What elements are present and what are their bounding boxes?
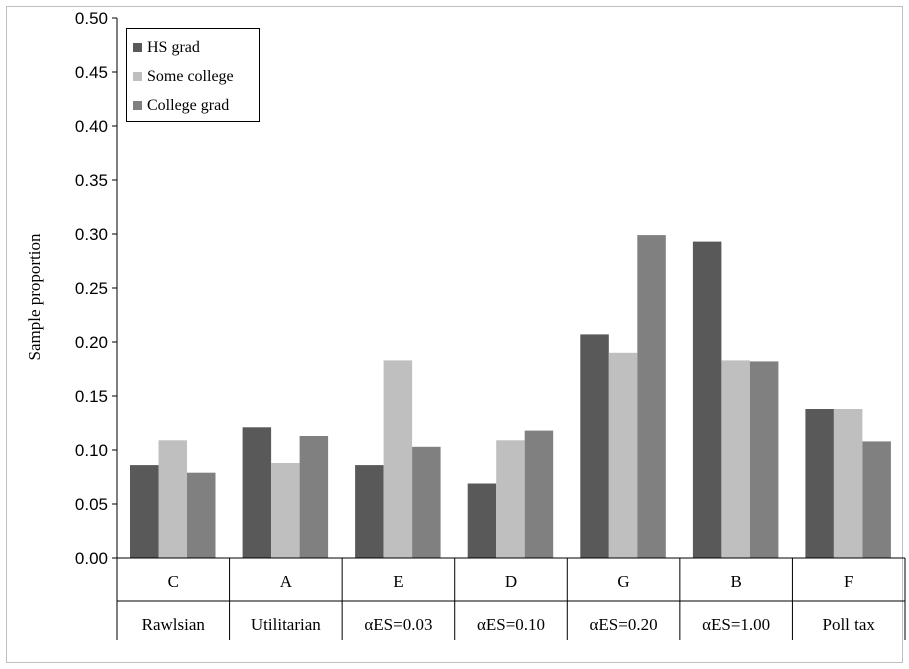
bar-B-series-0 bbox=[692, 241, 722, 558]
y-tick-label: 0.40 bbox=[75, 117, 108, 136]
x-category-letter: B bbox=[730, 572, 741, 591]
chart-frame bbox=[6, 6, 903, 663]
y-tick-label: 0.25 bbox=[75, 279, 108, 298]
legend-swatch-some-college bbox=[133, 72, 142, 81]
bar-C-series-2 bbox=[187, 472, 216, 558]
bar-G-series-1 bbox=[608, 352, 638, 558]
x-category-name: αES=0.10 bbox=[477, 615, 545, 634]
legend-item-hs-grad: HS grad bbox=[133, 33, 259, 62]
y-axis-label: Sample proportion bbox=[25, 233, 44, 361]
x-category-name: αES=0.03 bbox=[364, 615, 432, 634]
axis-layer: 0.00 0.05 0.10 0.15 0.20 0.25 0.30 0.35 0.40 0.45… bbox=[75, 9, 906, 640]
x-category-name: Utilitarian bbox=[251, 615, 321, 634]
legend-label: HS grad bbox=[147, 38, 200, 56]
legend-swatch-college-grad bbox=[133, 101, 142, 110]
bar-F-series-1 bbox=[833, 409, 863, 558]
x-category-name: αES=1.00 bbox=[702, 615, 770, 634]
y-tick-label: 0.15 bbox=[75, 387, 108, 406]
bar-B-series-2 bbox=[749, 361, 779, 558]
x-category-letter: G bbox=[617, 572, 629, 591]
bar-G-series-2 bbox=[637, 235, 666, 558]
bar-E-series-1 bbox=[383, 360, 413, 558]
y-tick-label: 0.50 bbox=[75, 9, 108, 28]
legend-item-some-college: Some college bbox=[133, 62, 259, 91]
y-tick-label: 0.10 bbox=[75, 441, 108, 460]
bar-E-series-0 bbox=[355, 465, 384, 558]
y-tick-label: 0.05 bbox=[75, 495, 108, 514]
x-category-letter: E bbox=[393, 572, 403, 591]
bar-A-series-1 bbox=[271, 463, 300, 558]
legend-item-college-grad: College grad bbox=[133, 91, 259, 120]
x-category-name: αES=0.20 bbox=[590, 615, 658, 634]
x-category-name: Poll tax bbox=[823, 615, 876, 634]
bars-layer bbox=[130, 235, 891, 558]
bar-D-series-0 bbox=[467, 483, 497, 558]
bar-G-series-0 bbox=[580, 334, 609, 558]
bar-B-series-1 bbox=[721, 360, 750, 558]
y-tick-label: 0.45 bbox=[75, 63, 108, 82]
bar-E-series-2 bbox=[412, 446, 441, 558]
bar-F-series-2 bbox=[862, 441, 891, 558]
bar-F-series-0 bbox=[805, 409, 834, 558]
bar-A-series-0 bbox=[242, 427, 272, 558]
bar-C-series-1 bbox=[158, 440, 187, 558]
bar-D-series-1 bbox=[496, 440, 525, 558]
y-tick-label: 0.20 bbox=[75, 333, 108, 352]
bar-C-series-0 bbox=[130, 465, 159, 558]
legend: HS grad Some college College grad bbox=[126, 28, 260, 122]
bar-A-series-2 bbox=[299, 436, 329, 558]
x-category-letter: C bbox=[168, 572, 179, 591]
x-category-letter: A bbox=[280, 572, 293, 591]
x-category-letter: F bbox=[844, 572, 853, 591]
legend-label: Some college bbox=[147, 67, 234, 85]
y-tick-label: 0.00 bbox=[75, 549, 108, 568]
y-tick-label: 0.30 bbox=[75, 225, 108, 244]
x-category-letter: D bbox=[505, 572, 517, 591]
legend-swatch-hs-grad bbox=[133, 43, 142, 52]
y-tick-label: 0.35 bbox=[75, 171, 108, 190]
x-category-name: Rawlsian bbox=[142, 615, 206, 634]
bar-D-series-2 bbox=[524, 430, 554, 558]
legend-label: College grad bbox=[147, 96, 230, 114]
